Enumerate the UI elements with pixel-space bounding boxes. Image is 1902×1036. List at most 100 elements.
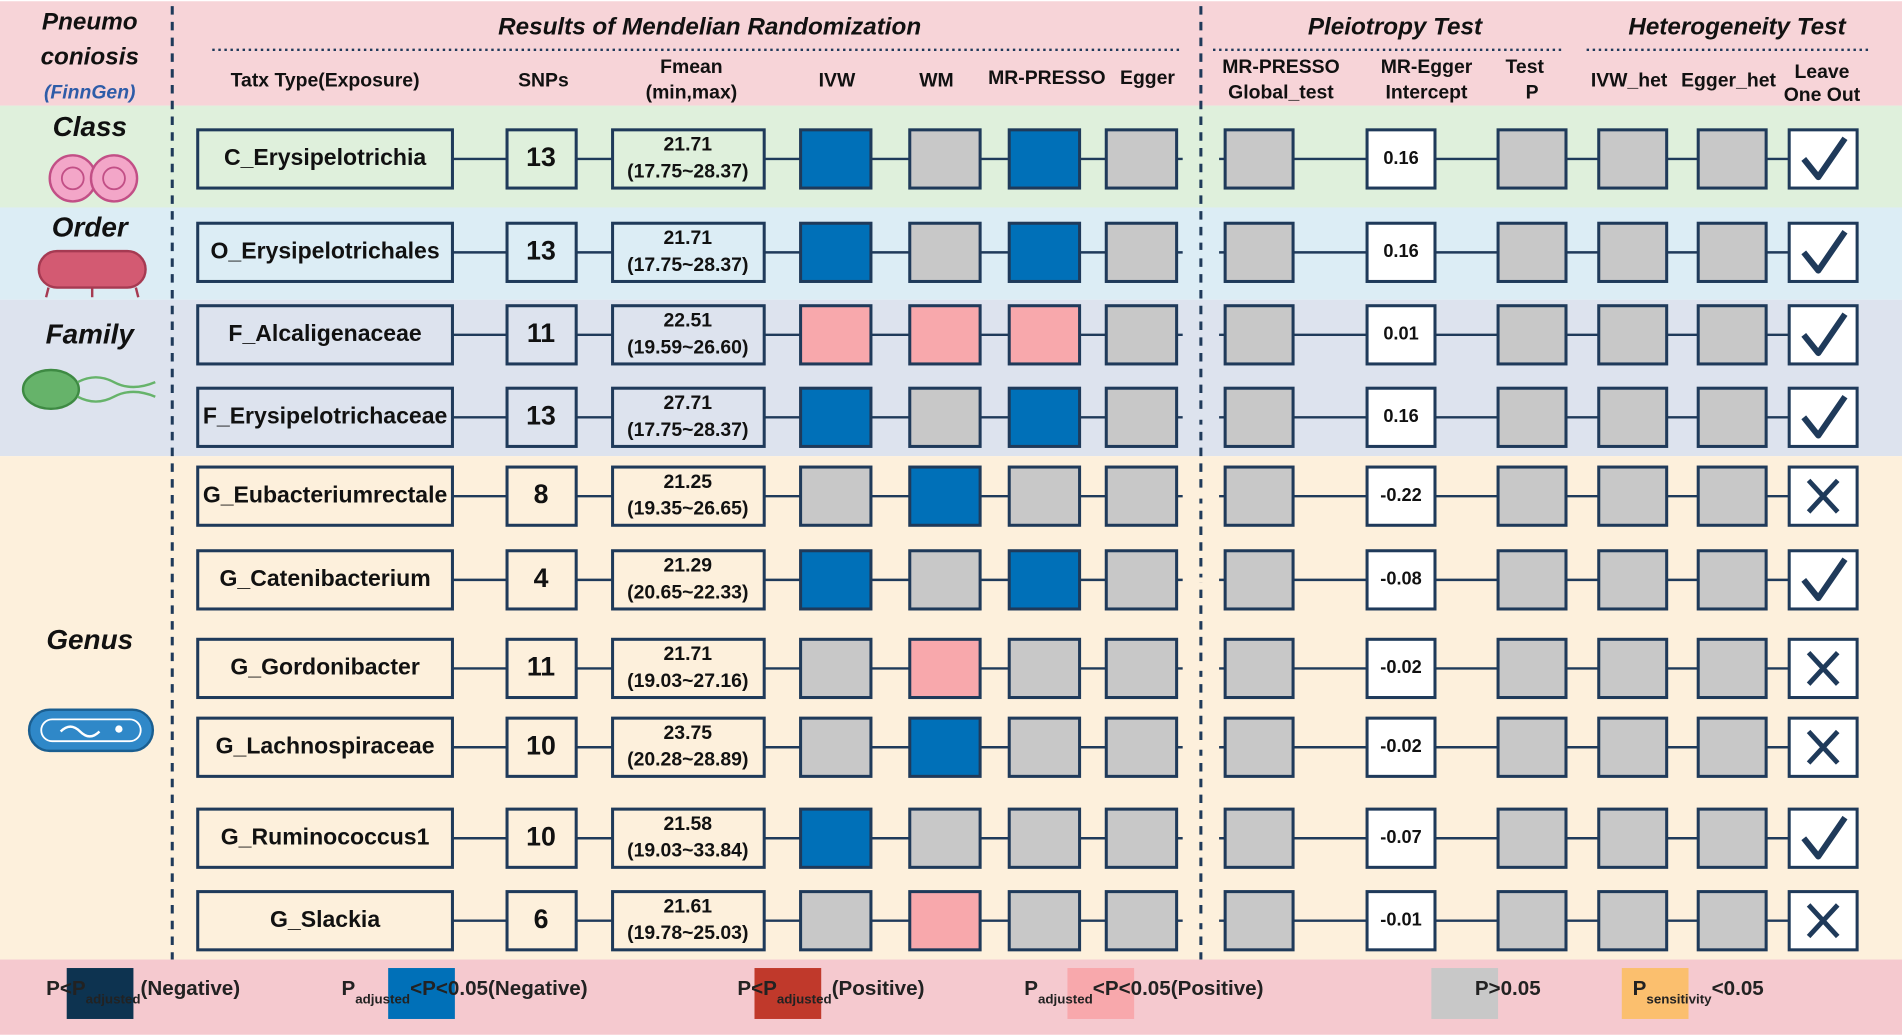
cross-mark — [1806, 478, 1840, 514]
fmean-range: (17.75~28.37) — [627, 160, 748, 182]
legend-swatch — [1067, 968, 1135, 1019]
mr-cell — [799, 128, 873, 190]
sensitivity-cell — [1597, 637, 1669, 700]
fmean-box — [611, 221, 766, 283]
fmean-range: (19.35~26.65) — [627, 498, 748, 520]
snps-box — [505, 637, 578, 700]
mr-cell — [1007, 716, 1082, 778]
mr-cell — [1007, 890, 1082, 952]
mr-cell — [908, 465, 982, 527]
column-header: Egger_het — [1681, 69, 1776, 91]
mr-cell — [1007, 637, 1082, 700]
connector-gap — [1182, 918, 1220, 924]
column-header: Leave — [1794, 61, 1849, 83]
left-source: (FinnGen) — [44, 82, 136, 104]
section-title: Heterogeneity Test — [1628, 13, 1846, 40]
legend-swatch — [1431, 968, 1499, 1019]
fmean-range: (19.03~27.16) — [627, 670, 748, 692]
legend-text: adjusted — [86, 991, 141, 1006]
fmean: 21.71 — [664, 227, 713, 249]
legend-text: P — [1633, 977, 1647, 1000]
taxon-name: G_Ruminococcus1 — [221, 823, 430, 849]
icon-genus — [27, 708, 155, 753]
intercept-box — [1365, 465, 1437, 527]
mr-cell — [799, 890, 873, 952]
snps: 10 — [526, 730, 556, 760]
fmean-range: (19.03~33.84) — [627, 840, 748, 862]
sensitivity-cell — [1223, 465, 1295, 527]
mr-cell — [1007, 807, 1082, 869]
sensitivity-cell — [1223, 128, 1295, 190]
connector-gap — [1182, 414, 1220, 420]
mr-cell — [1007, 386, 1082, 448]
mr-cell — [1104, 304, 1179, 366]
legend-text: <P<0.05(Negative) — [410, 977, 588, 1000]
legend-label: P<Padjusted(Positive) — [737, 977, 924, 1006]
mr-cell — [1104, 549, 1179, 611]
intercept: 0.16 — [1383, 148, 1418, 168]
taxon-name: G_Gordonibacter — [230, 654, 419, 680]
sensitivity-cell — [1496, 890, 1568, 952]
taxon-box — [196, 304, 454, 366]
loo-box — [1787, 221, 1859, 283]
intercept-box — [1365, 221, 1437, 283]
fmean: 21.71 — [664, 643, 713, 665]
loo-box — [1787, 128, 1859, 190]
taxon-name: O_Erysipelotrichales — [211, 237, 440, 263]
snps-box — [505, 716, 578, 778]
check-mark — [1801, 312, 1848, 357]
connector-gap — [1182, 744, 1220, 750]
mr-cell — [908, 549, 982, 611]
sensitivity-cell — [1597, 890, 1669, 952]
snps-box — [505, 304, 578, 366]
taxon-box — [196, 807, 454, 869]
legend-text: P — [342, 977, 356, 1000]
column-header: One Out — [1784, 84, 1861, 106]
loo-box — [1787, 549, 1859, 611]
sensitivity-cell — [1696, 637, 1768, 700]
connector-gap — [1182, 835, 1220, 841]
sensitivity-cell — [1223, 549, 1295, 611]
legend-label: Padjusted<P<0.05(Negative) — [342, 977, 588, 1006]
sensitivity-cell — [1597, 549, 1669, 611]
intercept-box — [1365, 128, 1437, 190]
fmean: 21.61 — [664, 896, 713, 918]
snps-box — [505, 465, 578, 527]
mr-cell — [1104, 221, 1179, 283]
column-header: Fmean — [660, 56, 723, 78]
fmean: 21.71 — [664, 134, 713, 156]
fmean-box — [611, 465, 766, 527]
fmean-box — [611, 128, 766, 190]
column-header: WM — [919, 69, 953, 91]
intercept: -0.08 — [1380, 569, 1421, 589]
column-header: SNPs — [518, 69, 569, 91]
intercept-box — [1365, 386, 1437, 448]
fmean: 22.51 — [664, 310, 713, 332]
sensitivity-cell — [1223, 890, 1295, 952]
sensitivity-cell — [1597, 221, 1669, 283]
legend-text: P>0.05 — [1475, 977, 1541, 1000]
sensitivity-cell — [1696, 128, 1768, 190]
column-header: Global_test — [1228, 82, 1334, 104]
legend-text: (Negative) — [140, 977, 240, 1000]
sensitivity-cell — [1696, 890, 1768, 952]
mr-cell — [1104, 637, 1179, 700]
taxon-name: C_Erysipelotrichia — [224, 144, 426, 170]
legend-label: Psensitivity<0.05 — [1633, 977, 1764, 1006]
taxon-box — [196, 221, 454, 283]
mr-cell — [1104, 128, 1179, 190]
column-header: MR-Egger — [1381, 56, 1473, 78]
connector-gap — [1182, 665, 1220, 671]
mr-cell — [1007, 221, 1082, 283]
sensitivity-cell — [1223, 221, 1295, 283]
legend: P<Padjusted(Negative) Padjusted<P<0.05(Ne… — [46, 968, 1764, 1019]
fmean-box — [611, 807, 766, 869]
mr-cell — [799, 221, 873, 283]
connector-gap — [1182, 493, 1220, 499]
cross-mark — [1806, 650, 1840, 686]
mr-cell — [908, 637, 982, 700]
taxon-box — [196, 549, 454, 611]
column-header: MR-PRESSO — [1222, 56, 1339, 78]
snps: 4 — [534, 563, 549, 593]
fmean-range: (20.65~22.33) — [627, 581, 748, 603]
